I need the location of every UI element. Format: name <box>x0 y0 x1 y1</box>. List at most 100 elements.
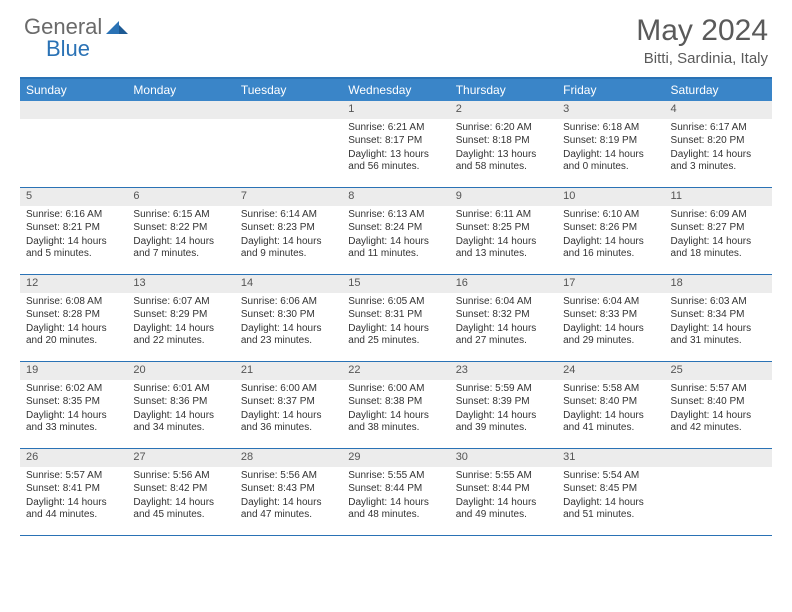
day-number: 12 <box>20 275 127 293</box>
sunset-text: Sunset: 8:44 PM <box>348 483 443 496</box>
week-row: 5Sunrise: 6:16 AMSunset: 8:21 PMDaylight… <box>20 188 772 275</box>
day-body: Sunrise: 6:10 AMSunset: 8:26 PMDaylight:… <box>557 206 664 266</box>
daylight-text: Daylight: 14 hours and 49 minutes. <box>456 497 551 522</box>
day-cell <box>235 101 342 187</box>
title-block: May 2024 Bitti, Sardinia, Italy <box>636 14 768 67</box>
sunrise-text: Sunrise: 6:06 AM <box>241 296 336 309</box>
day-number: 11 <box>665 188 772 206</box>
sunset-text: Sunset: 8:21 PM <box>26 222 121 235</box>
day-header-sun: Sunday <box>20 79 127 101</box>
day-body: Sunrise: 6:01 AMSunset: 8:36 PMDaylight:… <box>127 380 234 440</box>
sunset-text: Sunset: 8:45 PM <box>563 483 658 496</box>
sunset-text: Sunset: 8:23 PM <box>241 222 336 235</box>
daylight-text: Daylight: 14 hours and 5 minutes. <box>26 236 121 261</box>
day-body: Sunrise: 6:21 AMSunset: 8:17 PMDaylight:… <box>342 119 449 179</box>
header: General Blue May 2024 Bitti, Sardinia, I… <box>0 0 792 73</box>
sunset-text: Sunset: 8:30 PM <box>241 309 336 322</box>
sunrise-text: Sunrise: 6:13 AM <box>348 209 443 222</box>
week-row: 12Sunrise: 6:08 AMSunset: 8:28 PMDayligh… <box>20 275 772 362</box>
day-header-row: Sunday Monday Tuesday Wednesday Thursday… <box>20 79 772 101</box>
day-number: 19 <box>20 362 127 380</box>
day-body: Sunrise: 6:04 AMSunset: 8:33 PMDaylight:… <box>557 293 664 353</box>
daylight-text: Daylight: 13 hours and 56 minutes. <box>348 149 443 174</box>
daylight-text: Daylight: 14 hours and 9 minutes. <box>241 236 336 261</box>
day-number: 25 <box>665 362 772 380</box>
sunset-text: Sunset: 8:36 PM <box>133 396 228 409</box>
sunset-text: Sunset: 8:17 PM <box>348 135 443 148</box>
day-cell: 5Sunrise: 6:16 AMSunset: 8:21 PMDaylight… <box>20 188 127 274</box>
sunrise-text: Sunrise: 6:00 AM <box>348 383 443 396</box>
day-body: Sunrise: 6:03 AMSunset: 8:34 PMDaylight:… <box>665 293 772 353</box>
week-row: 26Sunrise: 5:57 AMSunset: 8:41 PMDayligh… <box>20 449 772 536</box>
day-body: Sunrise: 5:56 AMSunset: 8:43 PMDaylight:… <box>235 467 342 527</box>
day-header-wed: Wednesday <box>342 79 449 101</box>
day-number: 14 <box>235 275 342 293</box>
day-number <box>127 101 234 119</box>
daylight-text: Daylight: 14 hours and 13 minutes. <box>456 236 551 261</box>
sunrise-text: Sunrise: 6:20 AM <box>456 122 551 135</box>
sunrise-text: Sunrise: 6:04 AM <box>563 296 658 309</box>
sunset-text: Sunset: 8:41 PM <box>26 483 121 496</box>
sunrise-text: Sunrise: 5:56 AM <box>241 470 336 483</box>
day-number: 1 <box>342 101 449 119</box>
day-body: Sunrise: 5:57 AMSunset: 8:40 PMDaylight:… <box>665 380 772 440</box>
daylight-text: Daylight: 14 hours and 48 minutes. <box>348 497 443 522</box>
day-header-sat: Saturday <box>665 79 772 101</box>
day-body: Sunrise: 6:02 AMSunset: 8:35 PMDaylight:… <box>20 380 127 440</box>
daylight-text: Daylight: 14 hours and 0 minutes. <box>563 149 658 174</box>
day-cell: 1Sunrise: 6:21 AMSunset: 8:17 PMDaylight… <box>342 101 449 187</box>
daylight-text: Daylight: 14 hours and 34 minutes. <box>133 410 228 435</box>
sunset-text: Sunset: 8:42 PM <box>133 483 228 496</box>
day-number: 9 <box>450 188 557 206</box>
day-body: Sunrise: 5:55 AMSunset: 8:44 PMDaylight:… <box>342 467 449 527</box>
sunset-text: Sunset: 8:33 PM <box>563 309 658 322</box>
daylight-text: Daylight: 14 hours and 18 minutes. <box>671 236 766 261</box>
sunset-text: Sunset: 8:35 PM <box>26 396 121 409</box>
daylight-text: Daylight: 14 hours and 33 minutes. <box>26 410 121 435</box>
daylight-text: Daylight: 14 hours and 39 minutes. <box>456 410 551 435</box>
sunset-text: Sunset: 8:40 PM <box>671 396 766 409</box>
day-cell: 2Sunrise: 6:20 AMSunset: 8:18 PMDaylight… <box>450 101 557 187</box>
daylight-text: Daylight: 14 hours and 38 minutes. <box>348 410 443 435</box>
sunrise-text: Sunrise: 6:15 AM <box>133 209 228 222</box>
sunrise-text: Sunrise: 6:00 AM <box>241 383 336 396</box>
sunrise-text: Sunrise: 6:02 AM <box>26 383 121 396</box>
day-body: Sunrise: 5:57 AMSunset: 8:41 PMDaylight:… <box>20 467 127 527</box>
day-number: 13 <box>127 275 234 293</box>
sunset-text: Sunset: 8:44 PM <box>456 483 551 496</box>
daylight-text: Daylight: 14 hours and 42 minutes. <box>671 410 766 435</box>
day-cell: 27Sunrise: 5:56 AMSunset: 8:42 PMDayligh… <box>127 449 234 535</box>
daylight-text: Daylight: 14 hours and 7 minutes. <box>133 236 228 261</box>
day-body: Sunrise: 5:55 AMSunset: 8:44 PMDaylight:… <box>450 467 557 527</box>
sunset-text: Sunset: 8:40 PM <box>563 396 658 409</box>
day-cell: 29Sunrise: 5:55 AMSunset: 8:44 PMDayligh… <box>342 449 449 535</box>
sunset-text: Sunset: 8:28 PM <box>26 309 121 322</box>
daylight-text: Daylight: 14 hours and 36 minutes. <box>241 410 336 435</box>
day-cell: 6Sunrise: 6:15 AMSunset: 8:22 PMDaylight… <box>127 188 234 274</box>
day-cell: 8Sunrise: 6:13 AMSunset: 8:24 PMDaylight… <box>342 188 449 274</box>
day-cell: 20Sunrise: 6:01 AMSunset: 8:36 PMDayligh… <box>127 362 234 448</box>
daylight-text: Daylight: 14 hours and 44 minutes. <box>26 497 121 522</box>
sunrise-text: Sunrise: 6:07 AM <box>133 296 228 309</box>
day-body: Sunrise: 6:04 AMSunset: 8:32 PMDaylight:… <box>450 293 557 353</box>
day-cell: 3Sunrise: 6:18 AMSunset: 8:19 PMDaylight… <box>557 101 664 187</box>
sunset-text: Sunset: 8:37 PM <box>241 396 336 409</box>
day-body: Sunrise: 6:20 AMSunset: 8:18 PMDaylight:… <box>450 119 557 179</box>
sunrise-text: Sunrise: 6:03 AM <box>671 296 766 309</box>
sunrise-text: Sunrise: 5:57 AM <box>26 470 121 483</box>
sunset-text: Sunset: 8:32 PM <box>456 309 551 322</box>
day-cell: 31Sunrise: 5:54 AMSunset: 8:45 PMDayligh… <box>557 449 664 535</box>
day-body: Sunrise: 5:56 AMSunset: 8:42 PMDaylight:… <box>127 467 234 527</box>
sunset-text: Sunset: 8:39 PM <box>456 396 551 409</box>
day-cell <box>127 101 234 187</box>
daylight-text: Daylight: 14 hours and 45 minutes. <box>133 497 228 522</box>
daylight-text: Daylight: 14 hours and 29 minutes. <box>563 323 658 348</box>
day-cell: 19Sunrise: 6:02 AMSunset: 8:35 PMDayligh… <box>20 362 127 448</box>
sunrise-text: Sunrise: 5:56 AM <box>133 470 228 483</box>
day-cell: 12Sunrise: 6:08 AMSunset: 8:28 PMDayligh… <box>20 275 127 361</box>
sunset-text: Sunset: 8:38 PM <box>348 396 443 409</box>
day-number: 7 <box>235 188 342 206</box>
day-body: Sunrise: 6:13 AMSunset: 8:24 PMDaylight:… <box>342 206 449 266</box>
sunset-text: Sunset: 8:43 PM <box>241 483 336 496</box>
day-body: Sunrise: 6:00 AMSunset: 8:37 PMDaylight:… <box>235 380 342 440</box>
